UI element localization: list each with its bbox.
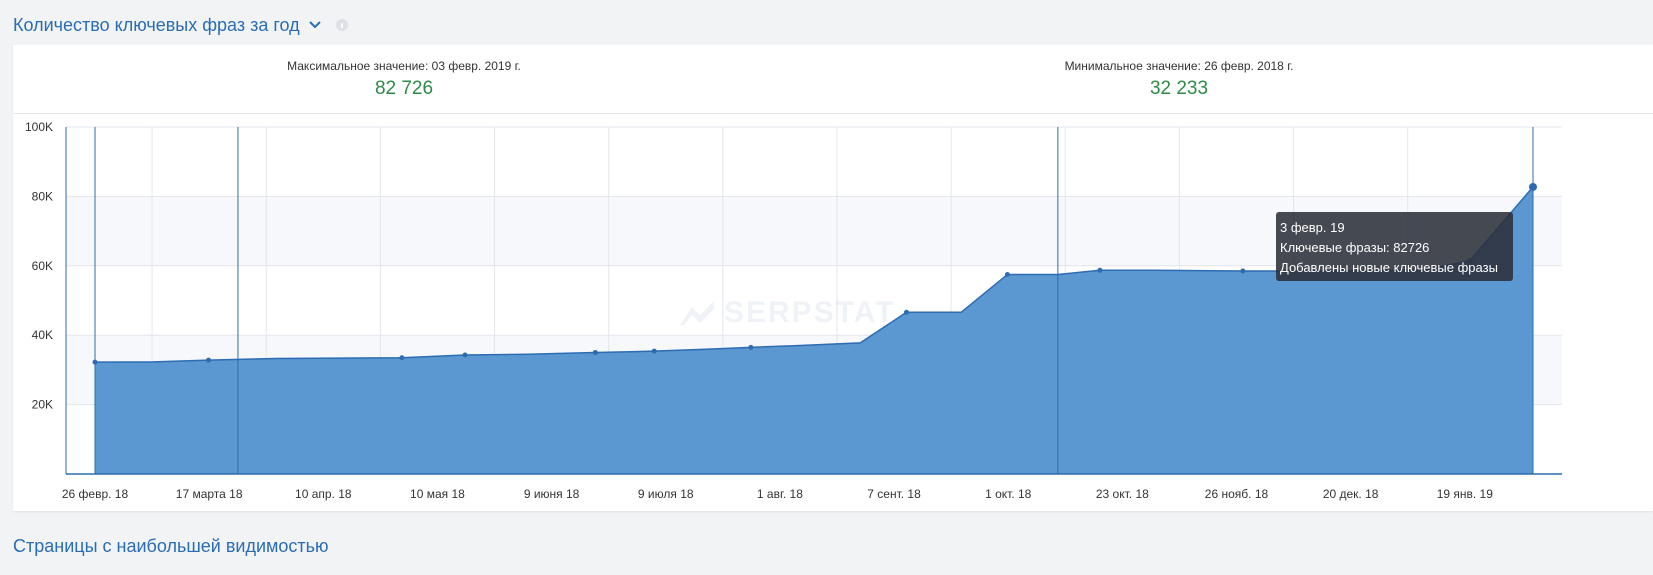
x-tick-label: 1 авг. 18 [757, 487, 803, 501]
data-point [1240, 268, 1246, 274]
x-tick-label: 10 мая 18 [410, 487, 465, 501]
data-point [92, 359, 98, 365]
tooltip-note: Добавлены новые ключевые фразы [1280, 260, 1498, 275]
section-header: Количество ключевых фраз за год [13, 10, 348, 40]
data-point [592, 350, 598, 356]
y-tick-label: 80K [32, 189, 53, 203]
x-tick-label: 7 сент. 18 [867, 487, 921, 501]
tooltip-date: 3 февр. 19 [1280, 220, 1345, 235]
chart-tooltip: 3 февр. 19 Ключевые фразы: 82726 Добавле… [1276, 212, 1513, 281]
data-point [1004, 271, 1010, 277]
x-tick-label: 23 окт. 18 [1096, 487, 1149, 501]
info-icon[interactable] [335, 19, 348, 31]
min-value: 32 233 [1149, 78, 1209, 99]
x-tick-label: 17 марта 18 [176, 487, 243, 501]
x-tick-label: 10 апр. 18 [295, 487, 352, 501]
chevron-down-icon[interactable] [308, 18, 322, 32]
stats-panel: Максимальное значение: 03 февр. 2019 г. … [13, 45, 1653, 114]
serpstat-logo-icon [680, 301, 714, 325]
data-point [399, 355, 405, 361]
section-title[interactable]: Количество ключевых фраз за год [13, 14, 300, 35]
data-point [462, 352, 468, 358]
min-stat: Минимальное значение: 26 февр. 2018 г. 3… [979, 59, 1379, 100]
y-tick-label: 20K [32, 398, 53, 412]
series-area [95, 186, 1533, 474]
x-tick-label: 20 дек. 18 [1323, 487, 1379, 501]
x-tick-label: 26 февр. 18 [62, 487, 129, 501]
min-label: Минимальное значение: 26 февр. 2018 г. [1064, 59, 1294, 73]
x-tick-label: 9 июня 18 [524, 487, 580, 501]
y-tick-label: 60K [32, 259, 53, 273]
data-point [206, 357, 212, 363]
next-section-title[interactable]: Страницы с наибольшей видимостью [13, 536, 329, 556]
y-tick-label: 40K [32, 328, 53, 342]
data-point [1097, 267, 1103, 273]
serpstat-watermark: SERPSTAT [678, 296, 896, 330]
y-tick-label: 100K [25, 120, 53, 134]
x-tick-label: 1 окт. 18 [985, 487, 1032, 501]
tooltip-keywords: Ключевые фразы: 82726 [1280, 240, 1430, 255]
x-tick-label: 19 янв. 19 [1437, 487, 1494, 501]
max-value: 82 726 [374, 78, 434, 99]
max-label: Максимальное значение: 03 февр. 2019 г. [287, 59, 521, 73]
x-tick-label: 26 нояб. 18 [1205, 487, 1269, 501]
data-point [1529, 182, 1537, 191]
x-tick-label: 9 июля 18 [638, 487, 694, 501]
max-stat: Максимальное значение: 03 февр. 2019 г. … [204, 59, 604, 100]
watermark-text: SERPSTAT [724, 296, 896, 329]
data-point [651, 348, 657, 354]
data-point [904, 309, 910, 315]
data-point [748, 344, 754, 350]
